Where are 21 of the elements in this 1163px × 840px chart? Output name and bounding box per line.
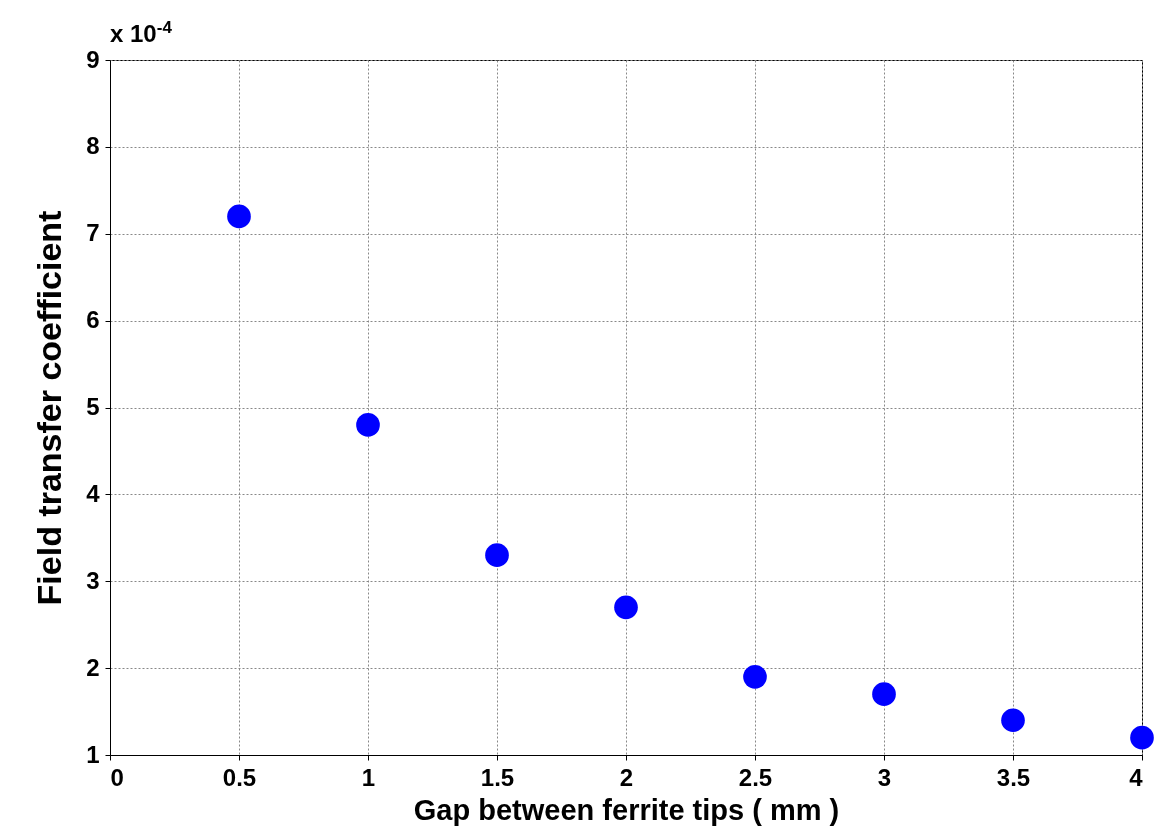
x-tick-label: 4: [1129, 763, 1144, 791]
y-tick-label: 1: [86, 740, 100, 768]
y-axis-title: Field transfer coefficient: [30, 210, 69, 606]
x-tick-label: 0: [110, 763, 124, 791]
y-tick-label: 4: [86, 479, 101, 507]
x-tick-label: 0.5: [222, 763, 257, 791]
y-tick-label: 6: [86, 306, 100, 334]
y-tick-label: 3: [86, 566, 100, 594]
x-tick-label: 3: [877, 763, 892, 791]
y-tick-label: 7: [86, 219, 100, 247]
y-tick-label: 2: [86, 653, 100, 681]
y-tick-label: 9: [86, 45, 100, 73]
x-tick-label: 2: [619, 763, 634, 791]
x-tick-label: 1: [361, 763, 376, 791]
text: x 10$^{-4}$: [110, 18, 172, 48]
x-axis-title: Gap between ferrite tips ( mm ): [413, 793, 840, 826]
x-tick-label: 2.5: [738, 763, 773, 791]
y-tick-label: 8: [86, 132, 100, 160]
y-tick-label: 5: [86, 393, 100, 420]
x-tick-label: 3.5: [996, 763, 1031, 791]
x-tick-label: 1.5: [480, 763, 515, 791]
